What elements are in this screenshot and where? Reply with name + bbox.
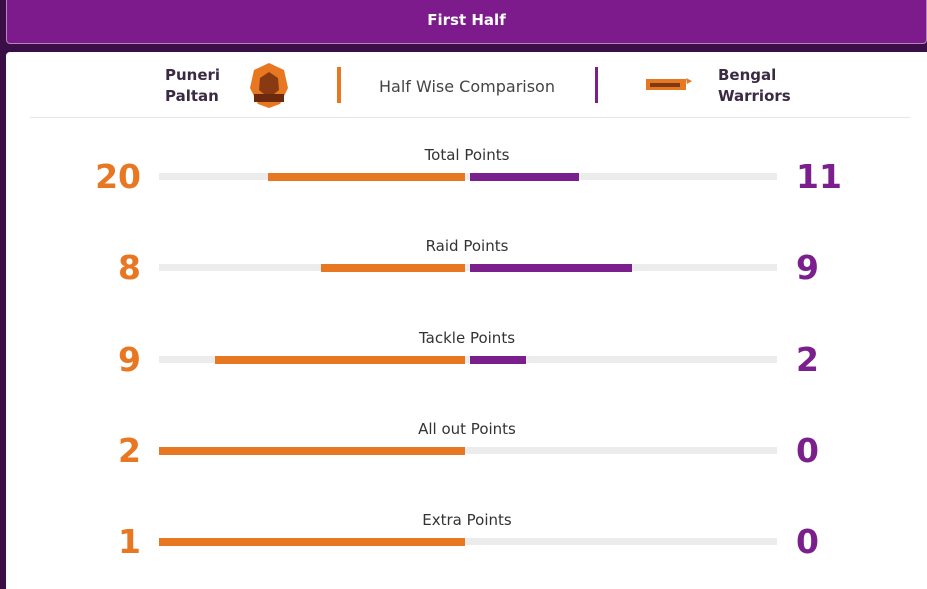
home-bar: [159, 446, 465, 455]
bar-track: [159, 538, 777, 546]
away-bar: [470, 264, 632, 273]
stat-label: Total Points: [424, 146, 510, 164]
separator: [30, 117, 910, 118]
away-team-name: Bengal Warriors: [718, 66, 791, 105]
home-bar: [159, 538, 465, 547]
home-bar: [321, 264, 465, 273]
away-bar: [470, 173, 579, 181]
away-value: 0: [796, 522, 819, 562]
away-divider: [595, 67, 598, 103]
home-divider: [337, 67, 341, 103]
half-header: First Half: [6, 0, 927, 44]
home-bar: [214, 355, 465, 364]
away-value: 0: [796, 430, 819, 470]
home-value: 2: [118, 430, 141, 470]
away-bar: [470, 355, 526, 364]
home-value: 1: [118, 522, 141, 562]
away-value: 2: [796, 339, 819, 379]
bar-track: [159, 173, 777, 180]
away-logo: [646, 78, 692, 90]
bar-track: [159, 264, 777, 272]
away-value: 9: [796, 248, 819, 288]
comparison-title: Half Wise Comparison: [379, 77, 555, 96]
home-team-name: Puneri Paltan: [165, 66, 221, 105]
stat-label: Extra Points: [422, 511, 512, 530]
stat-label: Raid Points: [425, 237, 509, 256]
stat-label: Tackle Points: [418, 328, 516, 347]
home-value: 20: [95, 157, 141, 196]
home-bar: [267, 173, 465, 181]
bar-track: [159, 355, 777, 363]
comparison-card: Puneri Paltan Half Wise Comparison Benga…: [6, 52, 927, 589]
home-value: 9: [118, 339, 141, 379]
stat-label: All out Points: [418, 419, 516, 438]
bar-track: [159, 446, 777, 454]
away-value: 11: [796, 157, 842, 196]
home-logo: [250, 63, 288, 108]
home-value: 8: [118, 248, 141, 288]
